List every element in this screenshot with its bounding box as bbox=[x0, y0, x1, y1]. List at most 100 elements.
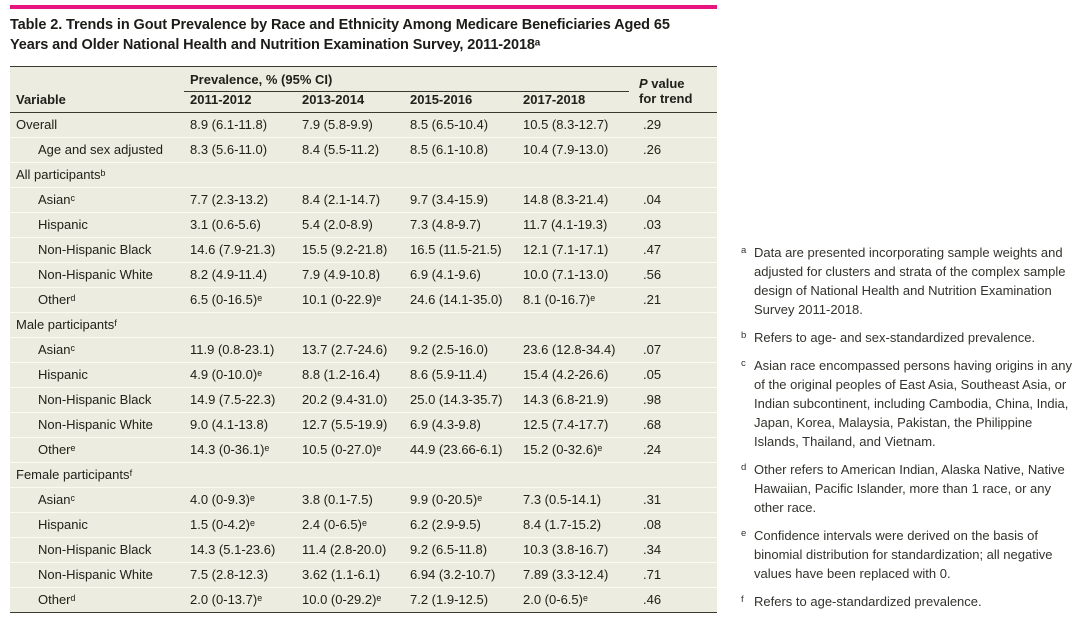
prevalence-cell: 15.2 (0-32.6)ᵉ bbox=[523, 442, 603, 457]
prevalence-cell: 12.5 (7.4-17.7) bbox=[523, 417, 609, 432]
prevalence-cell: 14.3 (5.1-23.6) bbox=[190, 542, 276, 557]
prevalence-cell: 10.3 (3.8-16.7) bbox=[523, 542, 609, 557]
prevalence-cell: 15.4 (4.2-26.6) bbox=[523, 367, 609, 382]
row-label: Non-Hispanic Black bbox=[38, 392, 152, 407]
footnote: a Data are presented incorporating sample… bbox=[741, 243, 1075, 319]
prevalence-cell: 2.0 (0-6.5)ᵉ bbox=[523, 592, 588, 607]
table-header: Variable Prevalence, % (95% CI) 2011-201… bbox=[10, 66, 717, 113]
col-header-pvalue: P value for trend bbox=[637, 74, 717, 106]
prevalence-cell: 14.6 (7.9-21.3) bbox=[190, 242, 276, 257]
prevalence-cell: 7.9 (4.9-10.8) bbox=[302, 267, 381, 282]
footnote-text: Asian race encompassed persons having or… bbox=[754, 358, 1072, 449]
section-row: Male participantsᶠ bbox=[10, 312, 717, 337]
prevalence-cell: 6.5 (0-16.5)ᵉ bbox=[190, 292, 263, 307]
prevalence-cell: 12.7 (5.5-19.9) bbox=[302, 417, 388, 432]
p-value-cell: .98 bbox=[643, 392, 662, 407]
prevalence-cell: 10.4 (7.9-13.0) bbox=[523, 142, 609, 157]
col-header-pvalue-line1: P value bbox=[639, 76, 715, 91]
prevalence-cell: 1.5 (0-4.2)ᵉ bbox=[190, 517, 255, 532]
prevalence-cell: 8.9 (6.1-11.8) bbox=[190, 117, 268, 132]
table-row: Asianᶜ 11.9 (0.8-23.1) 13.7 (2.7-24.6) 9.2 … bbox=[10, 337, 717, 362]
table-row: Non-Hispanic Black 14.6 (7.9-21.3) 15.5 (9… bbox=[10, 237, 717, 262]
col-header-year-4: 2017-2018 bbox=[523, 92, 586, 107]
p-value-cell: .04 bbox=[643, 192, 662, 207]
prevalence-cell: 8.4 (5.5-11.2) bbox=[302, 142, 380, 157]
prevalence-cell: 4.0 (0-9.3)ᵉ bbox=[190, 492, 255, 507]
p-value-cell: .03 bbox=[643, 217, 662, 232]
row-label: Asianᶜ bbox=[38, 342, 76, 357]
row-label: Asianᶜ bbox=[38, 492, 76, 507]
p-value-cell: .26 bbox=[643, 142, 662, 157]
p-value-cell: .46 bbox=[643, 592, 662, 607]
prevalence-cell: 25.0 (14.3-35.7) bbox=[410, 392, 503, 407]
table-title: Table 2. Trends in Gout Prevalence by Ra… bbox=[10, 17, 670, 53]
prevalence-cell: 10.5 (8.3-12.7) bbox=[523, 117, 609, 132]
prevalence-cell: 11.7 (4.1-19.3) bbox=[523, 217, 608, 232]
row-label: Otherᵉ bbox=[38, 442, 76, 457]
p-value-cell: .24 bbox=[643, 442, 662, 457]
prevalence-cell: 9.9 (0-20.5)ᵉ bbox=[410, 492, 483, 507]
table-row: Asianᶜ 7.7 (2.3-13.2) 8.4 (2.1-14.7) 9.7 (3… bbox=[10, 187, 717, 212]
table-row: Hispanic 3.1 (0.6-5.6) 5.4 (2.0-8.9) 7.3 (4… bbox=[10, 212, 717, 237]
footnote: b Refers to age- and sex-standardized pre… bbox=[741, 328, 1075, 347]
footnote: f Refers to age-standardized prevalence. bbox=[741, 592, 1075, 611]
prevalence-cell: 3.8 (0.1-7.5) bbox=[302, 492, 373, 507]
footnote-text: Data are presented incorporating sample … bbox=[754, 245, 1066, 317]
table-row: Otherᵈ 2.0 (0-13.7)ᵉ 10.0 (0-29.2)ᵉ 7.2 (1.… bbox=[10, 587, 717, 612]
p-value-cell: .47 bbox=[643, 242, 662, 257]
prevalence-cell: 7.3 (4.8-9.7) bbox=[410, 217, 481, 232]
prevalence-cell: 7.7 (2.3-13.2) bbox=[190, 192, 269, 207]
prevalence-cell: 7.9 (5.8-9.9) bbox=[302, 117, 373, 132]
row-label: Asianᶜ bbox=[38, 192, 76, 207]
prevalence-cell: 6.2 (2.9-9.5) bbox=[410, 517, 481, 532]
table-row: Asianᶜ 4.0 (0-9.3)ᵉ 3.8 (0.1-7.5) 9.9 (0-20… bbox=[10, 487, 717, 512]
table-row: Otherᵉ 14.3 (0-36.1)ᵉ 10.5 (0-27.0)ᵉ 44.9 (… bbox=[10, 437, 717, 462]
prevalence-cell: 10.0 (0-29.2)ᵉ bbox=[302, 592, 382, 607]
row-label: Non-Hispanic White bbox=[38, 567, 153, 582]
col-header-variable: Variable bbox=[16, 92, 66, 107]
prevalence-cell: 6.9 (4.3-9.8) bbox=[410, 417, 481, 432]
table-row: Non-Hispanic Black 14.9 (7.5-22.3) 20.2 (9… bbox=[10, 387, 717, 412]
footnote-marker: f bbox=[741, 594, 744, 605]
table-row: Hispanic 4.9 (0-10.0)ᵉ 8.8 (1.2-16.4) 8.6 (… bbox=[10, 362, 717, 387]
p-value-cell: .29 bbox=[643, 117, 662, 132]
p-value-cell: .68 bbox=[643, 417, 662, 432]
footnote-marker: c bbox=[741, 358, 746, 369]
prevalence-cell: 7.89 (3.3-12.4) bbox=[523, 567, 609, 582]
footnote-text: Refers to age-standardized prevalence. bbox=[754, 594, 982, 609]
footnote-text: Other refers to American Indian, Alaska … bbox=[754, 462, 1065, 515]
prevalence-cell: 8.4 (2.1-14.7) bbox=[302, 192, 381, 207]
prevalence-cell: 8.1 (0-16.7)ᵉ bbox=[523, 292, 596, 307]
row-label: Non-Hispanic Black bbox=[38, 542, 152, 557]
p-value-cell: .71 bbox=[643, 567, 662, 582]
prevalence-cell: 6.94 (3.2-10.7) bbox=[410, 567, 496, 582]
footnote: c Asian race encompassed persons having o… bbox=[741, 356, 1075, 451]
prevalence-cell: 14.3 (0-36.1)ᵉ bbox=[190, 442, 270, 457]
prevalence-cell: 10.1 (0-22.9)ᵉ bbox=[302, 292, 382, 307]
p-value-cell: .05 bbox=[643, 367, 662, 382]
prevalence-cell: 7.5 (2.8-12.3) bbox=[190, 567, 269, 582]
row-label: Female participantsᶠ bbox=[16, 467, 133, 482]
pvalue-rest: value bbox=[647, 75, 685, 91]
prevalence-cell: 13.7 (2.7-24.6) bbox=[302, 342, 388, 357]
row-label: Hispanic bbox=[38, 517, 88, 532]
row-label: Hispanic bbox=[38, 217, 88, 232]
table-row: Otherᵈ 6.5 (0-16.5)ᵉ 10.1 (0-22.9)ᵉ 24.6 (1… bbox=[10, 287, 717, 312]
row-label: Overall bbox=[16, 117, 58, 132]
prevalence-cell: 14.3 (6.8-21.9) bbox=[523, 392, 609, 407]
prevalence-cell: 23.6 (12.8-34.4) bbox=[523, 342, 616, 357]
prevalence-cell: 14.9 (7.5-22.3) bbox=[190, 392, 276, 407]
prevalence-cell: 8.5 (6.1-10.8) bbox=[410, 142, 489, 157]
footnote-text: Confidence intervals were derived on the… bbox=[754, 528, 1053, 581]
prevalence-cell: 24.6 (14.1-35.0) bbox=[410, 292, 503, 307]
prevalence-cell: 4.9 (0-10.0)ᵉ bbox=[190, 367, 263, 382]
footnotes: a Data are presented incorporating sample… bbox=[741, 243, 1075, 620]
prevalence-cell: 9.0 (4.1-13.8) bbox=[190, 417, 269, 432]
section-row: Female participantsᶠ bbox=[10, 462, 717, 487]
footnote: e Confidence intervals were derived on th… bbox=[741, 526, 1075, 583]
prevalence-cell: 2.4 (0-6.5)ᵉ bbox=[302, 517, 367, 532]
row-label: Non-Hispanic Black bbox=[38, 242, 152, 257]
footnote-text: Refers to age- and sex-standardized prev… bbox=[754, 330, 1036, 345]
table-row: Non-Hispanic White 7.5 (2.8-12.3) 3.62 (1.… bbox=[10, 562, 717, 587]
prevalence-cell: 44.9 (23.66-6.1) bbox=[410, 442, 503, 457]
